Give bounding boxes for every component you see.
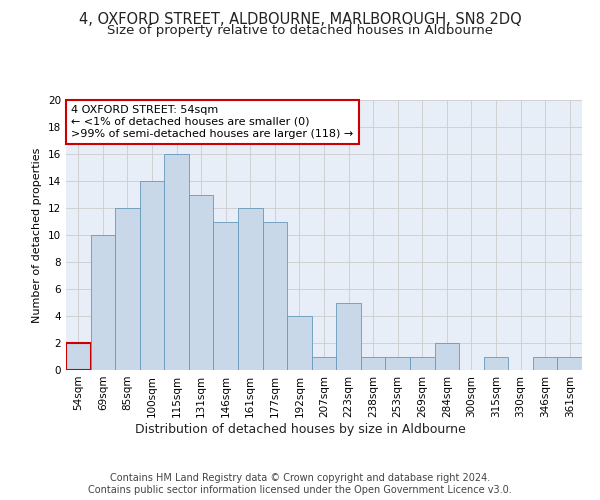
Bar: [115, 208, 140, 370]
Text: Size of property relative to detached houses in Aldbourne: Size of property relative to detached ho…: [107, 24, 493, 37]
Bar: [66, 343, 91, 370]
Bar: [557, 356, 582, 370]
Bar: [434, 343, 459, 370]
Bar: [410, 356, 434, 370]
Text: 4 OXFORD STREET: 54sqm
← <1% of detached houses are smaller (0)
>99% of semi-det: 4 OXFORD STREET: 54sqm ← <1% of detached…: [71, 106, 353, 138]
Bar: [312, 356, 336, 370]
Bar: [336, 302, 361, 370]
Bar: [91, 235, 115, 370]
Bar: [361, 356, 385, 370]
Bar: [214, 222, 238, 370]
Bar: [484, 356, 508, 370]
Bar: [263, 222, 287, 370]
Text: 4, OXFORD STREET, ALDBOURNE, MARLBOROUGH, SN8 2DQ: 4, OXFORD STREET, ALDBOURNE, MARLBOROUGH…: [79, 12, 521, 28]
Bar: [287, 316, 312, 370]
Y-axis label: Number of detached properties: Number of detached properties: [32, 148, 43, 322]
Bar: [140, 181, 164, 370]
Text: Contains HM Land Registry data © Crown copyright and database right 2024.
Contai: Contains HM Land Registry data © Crown c…: [88, 474, 512, 495]
Bar: [385, 356, 410, 370]
Bar: [238, 208, 263, 370]
Bar: [164, 154, 189, 370]
Text: Distribution of detached houses by size in Aldbourne: Distribution of detached houses by size …: [134, 422, 466, 436]
Bar: [189, 194, 214, 370]
Bar: [533, 356, 557, 370]
